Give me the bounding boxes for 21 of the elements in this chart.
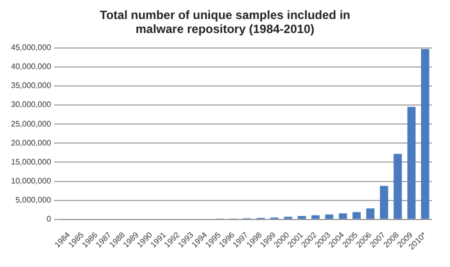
y-tick-label: 10,000,000 [10, 176, 52, 186]
bar [407, 106, 416, 219]
y-tick-label: 0 [46, 214, 52, 224]
y-tick-label: 20,000,000 [10, 138, 52, 148]
y-tick-label: 35,000,000 [10, 81, 52, 90]
y-tick-label: 30,000,000 [10, 100, 52, 110]
y-tick-label: 45,000,000 [10, 43, 52, 52]
bar [394, 154, 402, 219]
bar [311, 215, 320, 219]
bar [325, 214, 334, 219]
bar [421, 48, 430, 219]
bar [298, 216, 306, 219]
y-tick-label: 5,000,000 [15, 196, 52, 205]
bar [380, 186, 388, 219]
bar [338, 213, 348, 219]
y-tick-label: 25,000,000 [10, 119, 52, 128]
y-tick-label: 15,000,000 [10, 157, 52, 166]
bar [352, 212, 361, 219]
y-tick-label: 40,000,000 [10, 62, 52, 72]
bar [366, 208, 374, 219]
chart-title: Total number of unique samples included in malware repository (1984-2010) [98, 8, 352, 36]
